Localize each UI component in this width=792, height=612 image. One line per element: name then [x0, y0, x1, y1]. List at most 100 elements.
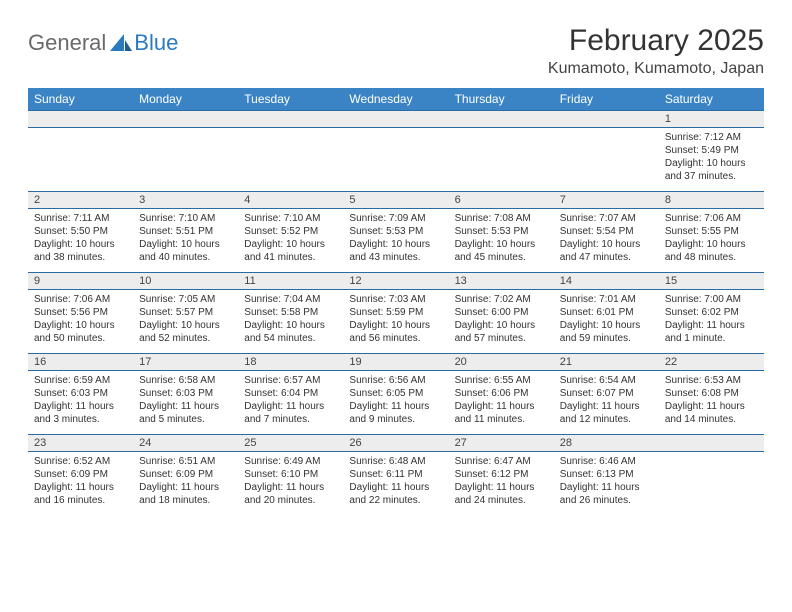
- day-data: Sunrise: 7:05 AMSunset: 5:57 PMDaylight:…: [133, 290, 238, 353]
- daylight-line: Daylight: 10 hours and 40 minutes.: [139, 238, 232, 264]
- day-number-cell: 25: [238, 435, 343, 452]
- sunset-line: Sunset: 5:59 PM: [349, 306, 442, 319]
- sunset-line: Sunset: 6:13 PM: [560, 468, 653, 481]
- daylight-line: Daylight: 10 hours and 48 minutes.: [665, 238, 758, 264]
- sunrise-line: Sunrise: 7:03 AM: [349, 293, 442, 306]
- day-data: Sunrise: 6:52 AMSunset: 6:09 PMDaylight:…: [28, 452, 133, 515]
- daylight-line: Daylight: 11 hours and 7 minutes.: [244, 400, 337, 426]
- day-number-cell: 6: [449, 192, 554, 209]
- week-number-row: 1: [28, 111, 764, 128]
- day-cell: Sunrise: 7:06 AMSunset: 5:55 PMDaylight:…: [659, 209, 764, 273]
- sunset-line: Sunset: 6:08 PM: [665, 387, 758, 400]
- day-number-cell: 7: [554, 192, 659, 209]
- daylight-line: Daylight: 10 hours and 56 minutes.: [349, 319, 442, 345]
- sunrise-line: Sunrise: 7:08 AM: [455, 212, 548, 225]
- sunset-line: Sunset: 6:10 PM: [244, 468, 337, 481]
- daylight-line: Daylight: 10 hours and 59 minutes.: [560, 319, 653, 345]
- day-number-cell: 22: [659, 354, 764, 371]
- day-number-cell: 5: [343, 192, 448, 209]
- daylight-line: Daylight: 11 hours and 18 minutes.: [139, 481, 232, 507]
- sunset-line: Sunset: 5:50 PM: [34, 225, 127, 238]
- week-number-row: 16171819202122: [28, 354, 764, 371]
- logo-text-general: General: [28, 30, 106, 56]
- day-cell: [449, 128, 554, 192]
- week-data-row: Sunrise: 7:12 AMSunset: 5:49 PMDaylight:…: [28, 128, 764, 192]
- daylight-line: Daylight: 10 hours and 52 minutes.: [139, 319, 232, 345]
- daylight-line: Daylight: 11 hours and 16 minutes.: [34, 481, 127, 507]
- sunrise-line: Sunrise: 7:10 AM: [139, 212, 232, 225]
- day-number-cell: 3: [133, 192, 238, 209]
- day-cell: [133, 128, 238, 192]
- day-data: [133, 128, 238, 186]
- sunset-line: Sunset: 5:51 PM: [139, 225, 232, 238]
- day-of-week-header: Tuesday: [238, 88, 343, 111]
- location: Kumamoto, Kumamoto, Japan: [548, 60, 764, 78]
- day-cell: Sunrise: 6:54 AMSunset: 6:07 PMDaylight:…: [554, 371, 659, 435]
- day-number-cell: 11: [238, 273, 343, 290]
- day-of-week-row: SundayMondayTuesdayWednesdayThursdayFrid…: [28, 88, 764, 111]
- sunset-line: Sunset: 6:03 PM: [34, 387, 127, 400]
- day-data: [554, 128, 659, 186]
- day-cell: Sunrise: 7:00 AMSunset: 6:02 PMDaylight:…: [659, 290, 764, 354]
- daylight-line: Daylight: 11 hours and 20 minutes.: [244, 481, 337, 507]
- daylight-line: Daylight: 10 hours and 54 minutes.: [244, 319, 337, 345]
- day-cell: Sunrise: 7:11 AMSunset: 5:50 PMDaylight:…: [28, 209, 133, 273]
- sunrise-line: Sunrise: 6:58 AM: [139, 374, 232, 387]
- day-data: Sunrise: 6:53 AMSunset: 6:08 PMDaylight:…: [659, 371, 764, 434]
- sunset-line: Sunset: 5:54 PM: [560, 225, 653, 238]
- day-data: Sunrise: 7:07 AMSunset: 5:54 PMDaylight:…: [554, 209, 659, 272]
- day-cell: Sunrise: 7:06 AMSunset: 5:56 PMDaylight:…: [28, 290, 133, 354]
- day-number-cell: [28, 111, 133, 128]
- sunrise-line: Sunrise: 6:49 AM: [244, 455, 337, 468]
- daylight-line: Daylight: 11 hours and 5 minutes.: [139, 400, 232, 426]
- week-number-row: 2345678: [28, 192, 764, 209]
- daylight-line: Daylight: 11 hours and 11 minutes.: [455, 400, 548, 426]
- day-data: Sunrise: 6:51 AMSunset: 6:09 PMDaylight:…: [133, 452, 238, 515]
- sunrise-line: Sunrise: 6:59 AM: [34, 374, 127, 387]
- day-cell: Sunrise: 7:05 AMSunset: 5:57 PMDaylight:…: [133, 290, 238, 354]
- daylight-line: Daylight: 11 hours and 26 minutes.: [560, 481, 653, 507]
- sunrise-line: Sunrise: 6:47 AM: [455, 455, 548, 468]
- sunset-line: Sunset: 6:04 PM: [244, 387, 337, 400]
- day-number-cell: 24: [133, 435, 238, 452]
- day-cell: Sunrise: 7:01 AMSunset: 6:01 PMDaylight:…: [554, 290, 659, 354]
- sunrise-line: Sunrise: 7:05 AM: [139, 293, 232, 306]
- logo: General Blue: [28, 30, 178, 56]
- sunrise-line: Sunrise: 6:51 AM: [139, 455, 232, 468]
- day-cell: Sunrise: 6:59 AMSunset: 6:03 PMDaylight:…: [28, 371, 133, 435]
- daylight-line: Daylight: 11 hours and 3 minutes.: [34, 400, 127, 426]
- month-title: February 2025: [548, 24, 764, 58]
- day-data: Sunrise: 6:58 AMSunset: 6:03 PMDaylight:…: [133, 371, 238, 434]
- day-cell: Sunrise: 6:49 AMSunset: 6:10 PMDaylight:…: [238, 452, 343, 516]
- week-number-row: 9101112131415: [28, 273, 764, 290]
- day-data: Sunrise: 7:08 AMSunset: 5:53 PMDaylight:…: [449, 209, 554, 272]
- day-data: Sunrise: 6:49 AMSunset: 6:10 PMDaylight:…: [238, 452, 343, 515]
- day-number-cell: 13: [449, 273, 554, 290]
- sunrise-line: Sunrise: 7:02 AM: [455, 293, 548, 306]
- day-of-week-header: Friday: [554, 88, 659, 111]
- day-data: Sunrise: 7:11 AMSunset: 5:50 PMDaylight:…: [28, 209, 133, 272]
- daylight-line: Daylight: 10 hours and 47 minutes.: [560, 238, 653, 264]
- day-data: Sunrise: 7:03 AMSunset: 5:59 PMDaylight:…: [343, 290, 448, 353]
- day-data: [28, 128, 133, 186]
- day-number-cell: 2: [28, 192, 133, 209]
- day-number-cell: [449, 111, 554, 128]
- header: General Blue February 2025 Kumamoto, Kum…: [28, 24, 764, 78]
- day-data: Sunrise: 7:02 AMSunset: 6:00 PMDaylight:…: [449, 290, 554, 353]
- day-number-cell: 14: [554, 273, 659, 290]
- daylight-line: Daylight: 10 hours and 57 minutes.: [455, 319, 548, 345]
- day-number-cell: [554, 111, 659, 128]
- day-number-cell: 26: [343, 435, 448, 452]
- day-data: [238, 128, 343, 186]
- sunset-line: Sunset: 5:53 PM: [455, 225, 548, 238]
- day-data: [343, 128, 448, 186]
- day-cell: Sunrise: 6:53 AMSunset: 6:08 PMDaylight:…: [659, 371, 764, 435]
- day-cell: Sunrise: 7:03 AMSunset: 5:59 PMDaylight:…: [343, 290, 448, 354]
- week-data-row: Sunrise: 6:59 AMSunset: 6:03 PMDaylight:…: [28, 371, 764, 435]
- day-cell: Sunrise: 6:51 AMSunset: 6:09 PMDaylight:…: [133, 452, 238, 516]
- day-cell: Sunrise: 7:04 AMSunset: 5:58 PMDaylight:…: [238, 290, 343, 354]
- day-cell: Sunrise: 7:07 AMSunset: 5:54 PMDaylight:…: [554, 209, 659, 273]
- sunset-line: Sunset: 5:58 PM: [244, 306, 337, 319]
- sunset-line: Sunset: 5:49 PM: [665, 144, 758, 157]
- daylight-line: Daylight: 11 hours and 9 minutes.: [349, 400, 442, 426]
